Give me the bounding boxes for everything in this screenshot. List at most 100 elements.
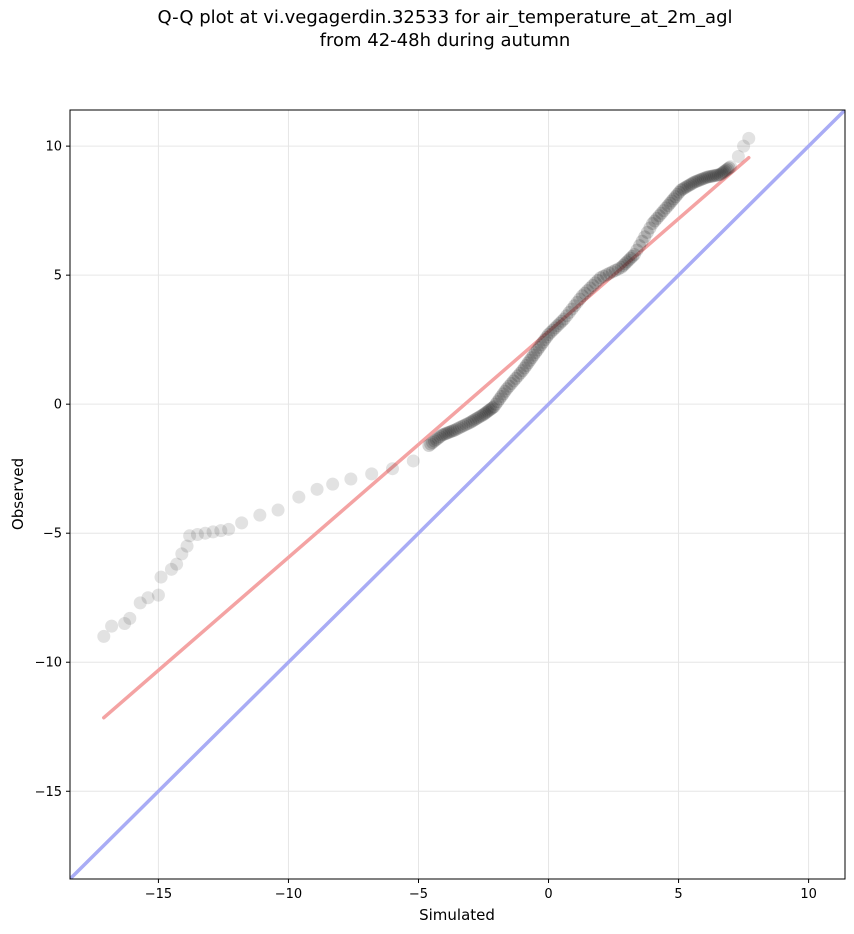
qq-point [565,302,579,316]
y-tick-label: 5 [54,269,62,284]
qq-point [687,175,701,189]
identity-line [70,110,845,879]
qq-point [427,434,441,448]
qq-point [326,477,340,491]
qq-point [517,361,531,375]
chart-title-line-1: Q-Q plot at vi.vegagerdin.32533 for air_… [157,7,733,28]
chart-title-line-2: from 42-48h during autumn [319,30,571,51]
qq-point [487,400,501,414]
qq-point [509,371,523,385]
qq-point [689,175,703,189]
qq-point [214,524,228,538]
qq-point [484,402,498,416]
x-axis-label: Simulated [419,906,495,924]
qq-point [481,404,495,418]
qq-point [630,243,644,257]
qq-point [206,525,220,539]
qq-point [477,408,491,422]
qq-point [485,401,499,415]
qq-point [442,425,456,439]
qq-point [542,328,556,342]
qq-point [440,426,454,440]
qq-point [175,547,189,561]
qq-point [437,427,451,441]
qq-point [708,169,722,183]
qq-point [674,183,688,197]
qq-point [716,165,730,179]
qq-point [691,174,705,188]
qq-point [586,278,600,292]
qq-point [530,343,544,357]
qq-point [222,522,236,536]
qq-point [678,181,692,195]
qq-point [475,409,489,423]
qq-point [597,269,611,283]
qq-point [555,314,569,328]
qq-point [599,268,613,282]
chart-title: Q-Q plot at vi.vegagerdin.32533 for air_… [0,6,854,52]
qq-point [536,335,550,349]
qq-point [97,629,111,643]
qq-point [665,194,679,208]
qq-point [722,161,736,175]
qq-point [310,482,324,496]
qq-point [648,214,662,228]
qq-point [516,364,530,378]
qq-point [446,424,460,438]
y-tick-label: 0 [54,398,62,413]
qq-point [591,273,605,287]
qq-point [123,611,137,625]
qq-point [235,516,249,530]
qq-point [521,356,535,370]
qq-point [588,276,602,290]
qq-point [519,358,533,372]
qq-point [553,316,567,330]
qq-point [719,163,733,177]
x-tick-label: −10 [275,887,302,902]
qq-point [616,259,630,273]
qq-point [698,171,712,185]
qq-point [659,201,673,215]
qq-point [540,330,554,344]
qq-point [467,413,481,427]
qq-point [624,251,638,265]
qq-point [183,529,197,543]
qq-point [695,172,709,186]
qq-point [105,619,119,633]
grid-lines [70,110,845,879]
qq-point [706,169,720,183]
qq-point [479,405,493,419]
qq-point [548,321,562,335]
qq-point [575,289,589,303]
qq-point [718,164,732,178]
qq-point [594,271,608,285]
qq-point [198,526,212,540]
qq-point [713,168,727,182]
qq-point [605,265,619,279]
qq-point [498,384,512,398]
qq-point [492,392,506,406]
qq-point [504,377,518,391]
qq-point [693,173,707,187]
qq-point [465,414,479,428]
qq-point [429,433,443,447]
qq-point [680,180,694,194]
qq-point [635,234,649,248]
qq-point [525,351,539,365]
qq-point [667,192,681,206]
qq-point [253,508,267,522]
qq-point [715,166,729,180]
plot-frame [69,109,846,880]
qq-point [557,312,571,326]
qq-point [622,253,636,267]
qq-point [422,438,436,452]
qq-point [581,284,595,298]
qq-point [578,286,592,300]
qq-point [461,416,475,430]
qq-point [523,353,537,367]
qq-point [627,248,641,262]
qq-point [672,185,686,199]
y-axis-label: Observed [9,458,27,530]
qq-point [670,187,684,201]
qq-point [473,410,487,424]
